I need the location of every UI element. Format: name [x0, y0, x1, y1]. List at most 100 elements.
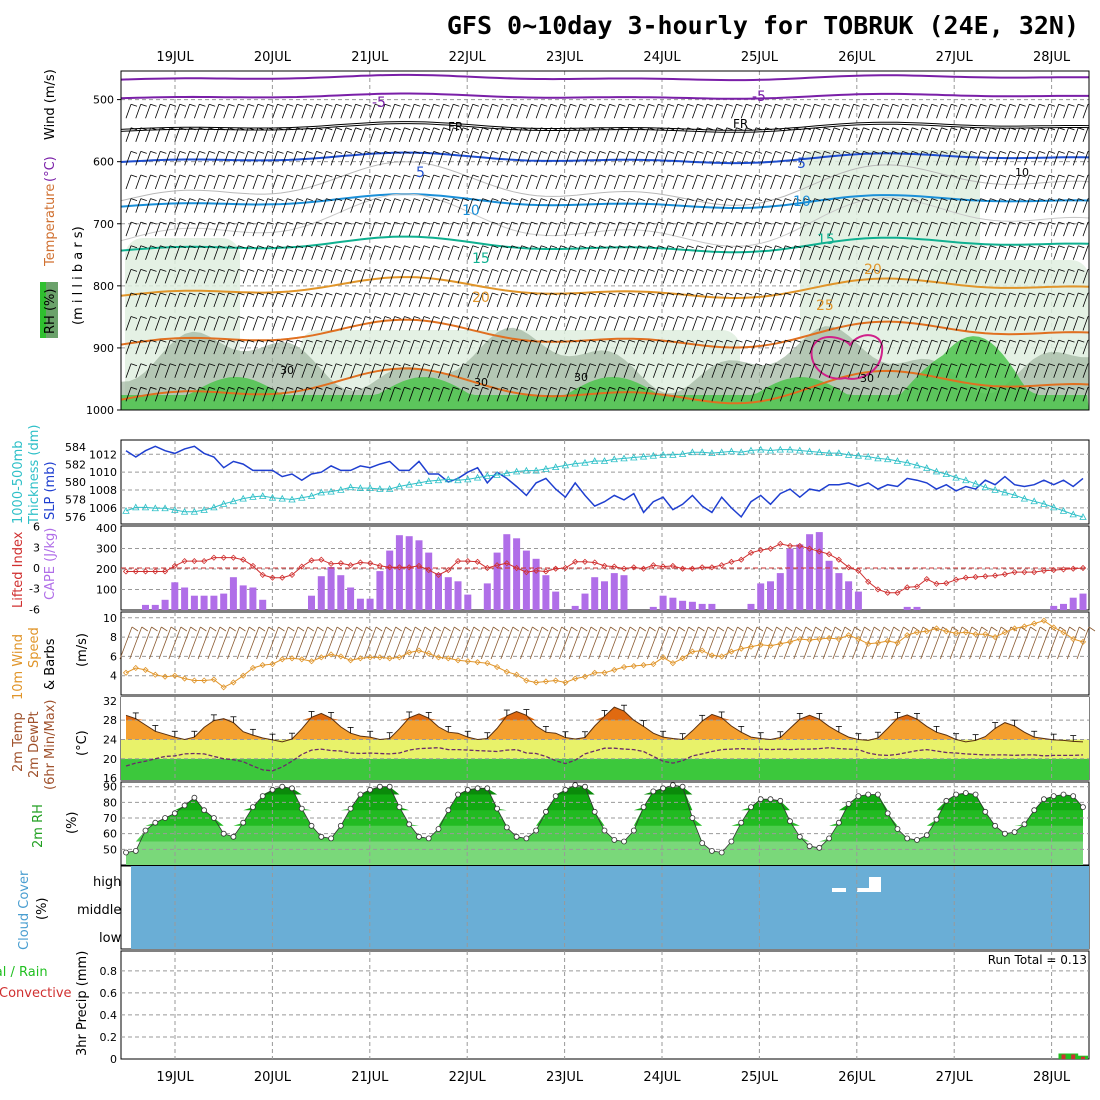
wind-barb — [477, 339, 489, 355]
wind-barb — [906, 151, 919, 166]
wind-barb — [145, 386, 157, 402]
wind-barb — [760, 198, 772, 213]
precip-tick-label: 0.6 — [100, 987, 118, 1000]
wind-barb — [848, 386, 860, 402]
slp-line — [125, 445, 1084, 519]
wind-barb — [233, 174, 245, 190]
wind-barb — [477, 245, 489, 260]
wind-barb — [477, 221, 489, 237]
wind-barb — [623, 127, 636, 142]
wind-barb — [135, 363, 147, 378]
wind-barb — [721, 245, 733, 260]
wind-barb — [320, 174, 333, 190]
wind-barb — [203, 363, 216, 378]
wind-barb — [486, 339, 499, 355]
wind-barb — [203, 386, 216, 402]
wind-barb — [662, 386, 675, 402]
wind-barb — [945, 221, 958, 237]
wind-barb — [838, 363, 850, 378]
thickness-point — [600, 457, 609, 464]
rh2m-point — [425, 835, 432, 842]
wind-barb — [545, 268, 558, 284]
wind10-barb — [471, 626, 490, 660]
wind-barb — [262, 339, 274, 355]
wind-barb — [496, 127, 509, 142]
thickness-point — [405, 480, 413, 488]
wind10-tick-label: 10 — [103, 612, 117, 625]
wind-barb — [252, 386, 265, 402]
wind-barb — [174, 151, 186, 166]
wind-barb — [1033, 103, 1046, 119]
wind-barb — [1024, 221, 1036, 237]
precip-convective-bar — [1071, 1054, 1076, 1059]
thickness-point — [835, 449, 843, 457]
li-point — [288, 571, 296, 578]
wind-barb — [565, 198, 577, 213]
li-point — [786, 542, 794, 549]
precip-tick-label: 0 — [110, 1053, 117, 1066]
wind-barb — [1072, 363, 1085, 378]
wind-barb — [272, 221, 284, 237]
wind-barb — [535, 339, 548, 355]
li-tick-label: 3 — [33, 541, 40, 554]
wind-barb — [320, 151, 333, 166]
wind-barb — [1072, 127, 1085, 142]
wind10-barb — [715, 626, 734, 660]
wind-barb — [965, 198, 977, 213]
wind-barb — [193, 363, 206, 378]
wind-barb — [789, 174, 802, 190]
cape-bar — [806, 534, 814, 610]
wind-barb — [125, 316, 138, 331]
wind10-barb — [695, 626, 715, 660]
wind-barb — [1014, 386, 1026, 402]
wind10-point — [865, 640, 872, 647]
rh2m-point — [894, 826, 901, 832]
wind-barb — [1082, 151, 1089, 166]
wind-barb — [320, 127, 333, 142]
li-point — [376, 562, 383, 569]
wind-barb — [262, 198, 274, 213]
wind-barb — [848, 151, 860, 166]
rh2m-point — [650, 788, 657, 795]
wind-barb — [389, 151, 401, 166]
wind-barb — [828, 245, 841, 260]
wind-barb — [379, 245, 392, 260]
wind-barb — [242, 103, 255, 119]
wind-barb — [828, 292, 841, 308]
wind10-label-c: & Barbs — [43, 638, 58, 690]
wind10-barb — [363, 626, 383, 660]
wind-barb — [1043, 316, 1056, 331]
wind-barb — [770, 174, 782, 190]
wind-barb — [711, 268, 724, 284]
wind10-point — [611, 666, 618, 673]
wind-barb — [1072, 198, 1085, 213]
wind-barb — [486, 363, 499, 378]
wind-barb — [945, 386, 958, 402]
wind10-barb — [559, 626, 578, 660]
wind-barb — [740, 127, 753, 142]
wind-barb — [311, 245, 323, 260]
li-point — [201, 558, 208, 565]
wind-barb — [438, 268, 450, 284]
wind-barb — [926, 221, 938, 237]
wind-barb — [936, 292, 948, 308]
wind-barb — [359, 221, 372, 237]
wind-barb — [1004, 292, 1017, 308]
rh2m-point — [523, 835, 530, 842]
wind10-barb — [988, 626, 1008, 660]
wind-barb — [897, 292, 909, 308]
wind-barb — [877, 245, 890, 260]
wind-barb — [613, 151, 626, 166]
wind-barb — [203, 245, 216, 260]
wind-barb — [1082, 363, 1089, 378]
wind10-barb — [168, 626, 188, 660]
wind-barb — [164, 292, 177, 308]
li-point — [826, 551, 833, 558]
wind-barb — [1033, 198, 1046, 213]
wind-barb — [408, 245, 421, 260]
thickness-point — [493, 471, 501, 478]
wind-barb — [662, 103, 675, 119]
wind-barb — [330, 316, 343, 331]
wind-barb — [486, 316, 499, 331]
cape-bar — [854, 591, 862, 610]
